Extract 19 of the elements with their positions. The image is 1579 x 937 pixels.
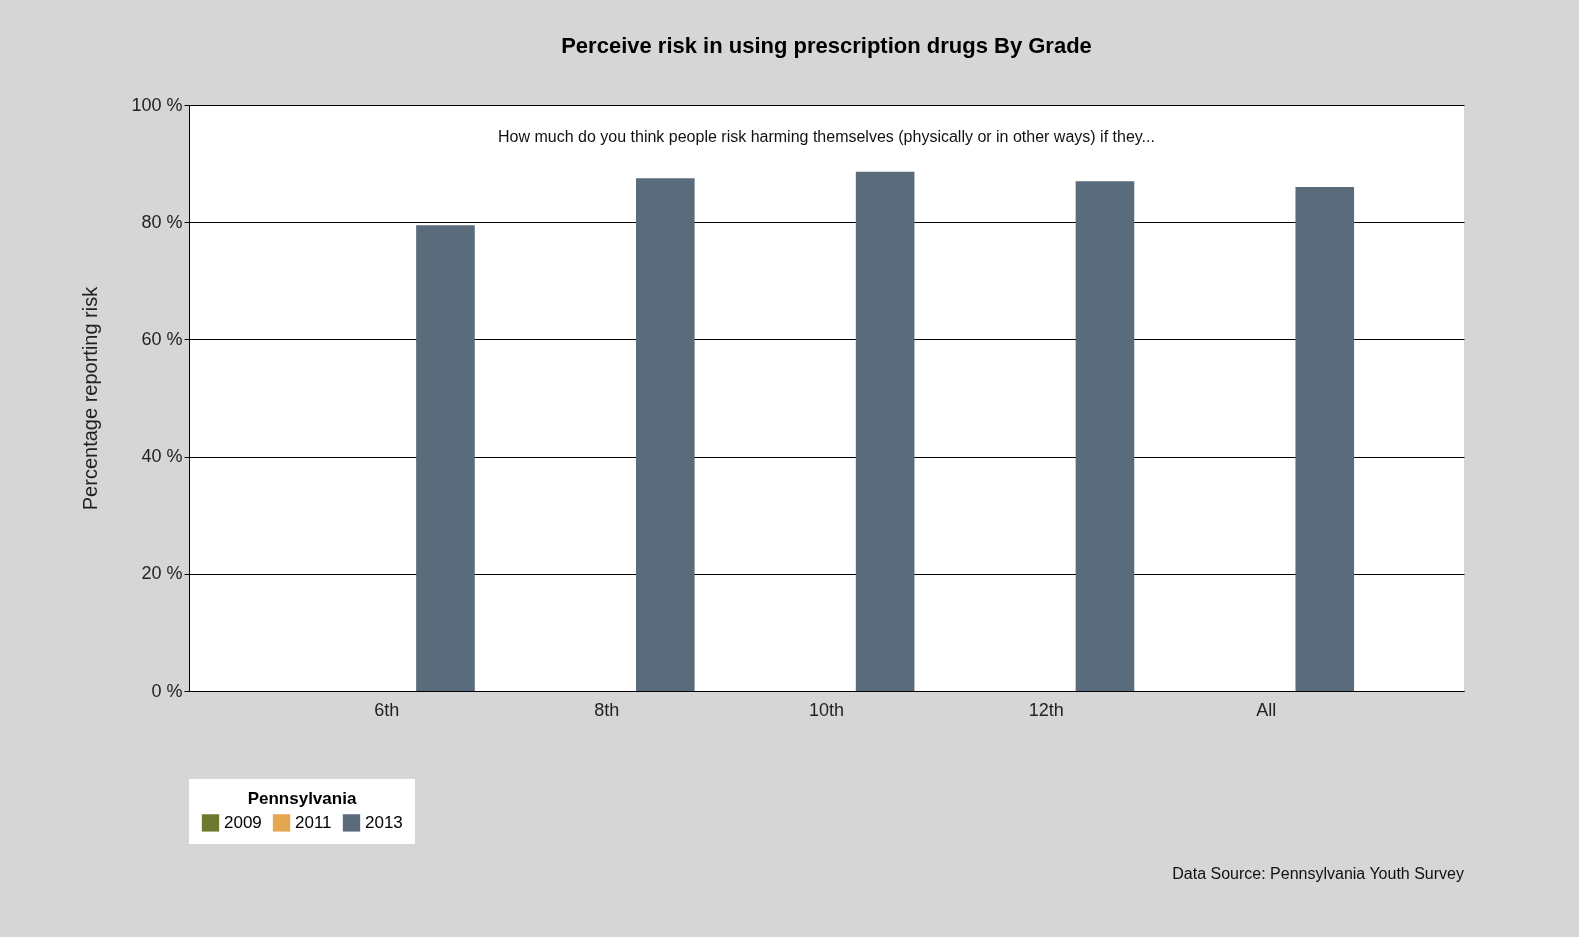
y-tick-label: 0 %	[151, 680, 183, 701]
x-tick-label: All	[1256, 699, 1277, 720]
legend-label: 2013	[365, 812, 403, 832]
y-tick-label: 100 %	[131, 94, 183, 115]
text: How much do you think people risk harming themselves (physically or in other ways) if they...	[498, 128, 1155, 145]
y-tick-label: 60 %	[141, 328, 183, 349]
x-tick-label: 10th	[808, 699, 845, 720]
chart-title: Perceive risk in using prescription drugs By Grade	[561, 33, 1092, 58]
y-tick-label: 40 %	[141, 446, 183, 467]
y-tick-label: 20 %	[141, 563, 183, 584]
x-tick-label: 8th	[594, 699, 620, 720]
legend-title: Pennsylvania	[247, 789, 357, 808]
legend-label: 2009	[224, 812, 262, 832]
x-tick-label: 6th	[374, 699, 400, 720]
x-tick-label: 12th	[1028, 699, 1064, 720]
legend-label: 2011	[295, 812, 332, 832]
y-axis-title: Percentage reporting risk	[79, 285, 102, 511]
source-note: Data Source: Pennsylvania Youth Survey	[1172, 865, 1464, 882]
y-tick-label: 80 %	[141, 211, 183, 232]
